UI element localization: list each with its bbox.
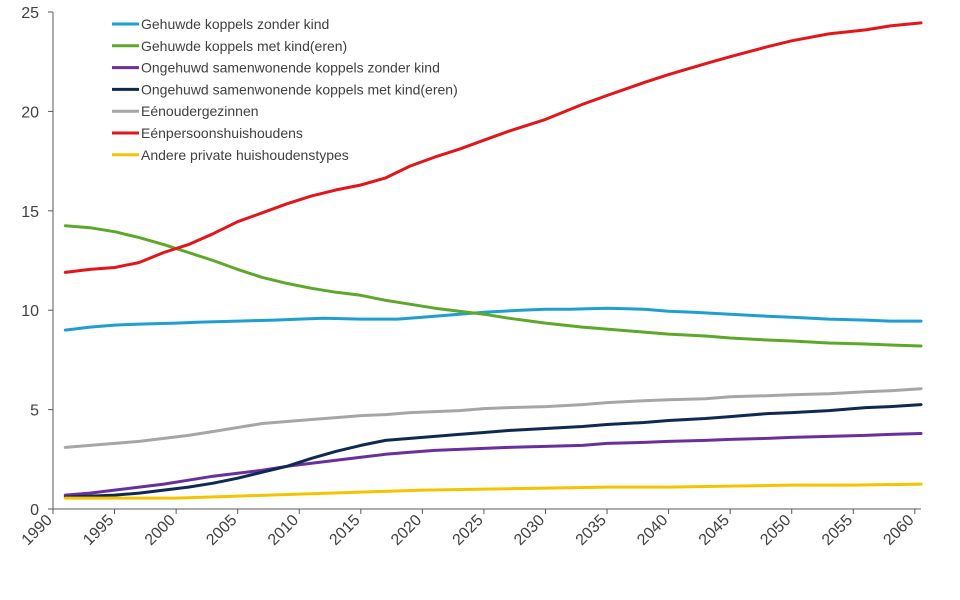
- legend-label-7: Andere private huishoudenstypes: [141, 147, 349, 163]
- series-line-4: [63, 403, 923, 499]
- x-tick-label: 2060: [880, 512, 917, 549]
- legend-label-5: Eénoudergezinnen: [141, 103, 259, 119]
- x-tick-label: 2030: [511, 512, 548, 549]
- x-tick-label: 2000: [142, 512, 179, 549]
- series-line-5: [63, 387, 923, 449]
- y-tick-label: 10: [21, 303, 39, 320]
- x-tick-label: 2005: [203, 512, 240, 549]
- x-tick-label: 1995: [80, 512, 117, 549]
- legend: Gehuwde koppels zonder kind Gehuwde koppe…: [112, 16, 458, 163]
- x-tick-label: 2010: [265, 512, 302, 549]
- series-line-2: [63, 224, 923, 348]
- legend-label-4: Ongehuwd samenwonende koppels met kind(e…: [141, 81, 458, 97]
- x-tick-label: 2015: [326, 512, 363, 549]
- x-tick-label: 2045: [696, 512, 733, 549]
- y-tick-label: 15: [21, 204, 39, 221]
- series-line-7: [63, 482, 923, 500]
- x-tick-label: 2040: [634, 512, 671, 549]
- legend-label-1: Gehuwde koppels zonder kind: [141, 16, 329, 32]
- series-lines: [63, 21, 923, 500]
- legend-label-3: Ongehuwd samenwonende koppels zonder kin…: [141, 60, 440, 76]
- x-tick-label: 1990: [19, 512, 56, 549]
- series-line-6: [63, 21, 923, 274]
- x-tick-label: 2025: [450, 512, 487, 549]
- y-tick-label: 0: [30, 502, 39, 519]
- x-tick-label: 2050: [757, 512, 794, 549]
- x-tick-label: 2035: [573, 512, 610, 549]
- series-line-3: [63, 432, 923, 497]
- y-tick-label: 25: [21, 5, 39, 22]
- x-tick-label: 2020: [388, 512, 425, 549]
- series-line-1: [63, 306, 923, 332]
- legend-label-2: Gehuwde koppels met kind(eren): [141, 38, 347, 54]
- x-tick-label: 2055: [819, 512, 856, 549]
- legend-label-6: Eénpersoonshuishoudens: [141, 125, 303, 141]
- y-tick-label: 5: [30, 403, 39, 420]
- y-tick-label: 20: [21, 104, 39, 121]
